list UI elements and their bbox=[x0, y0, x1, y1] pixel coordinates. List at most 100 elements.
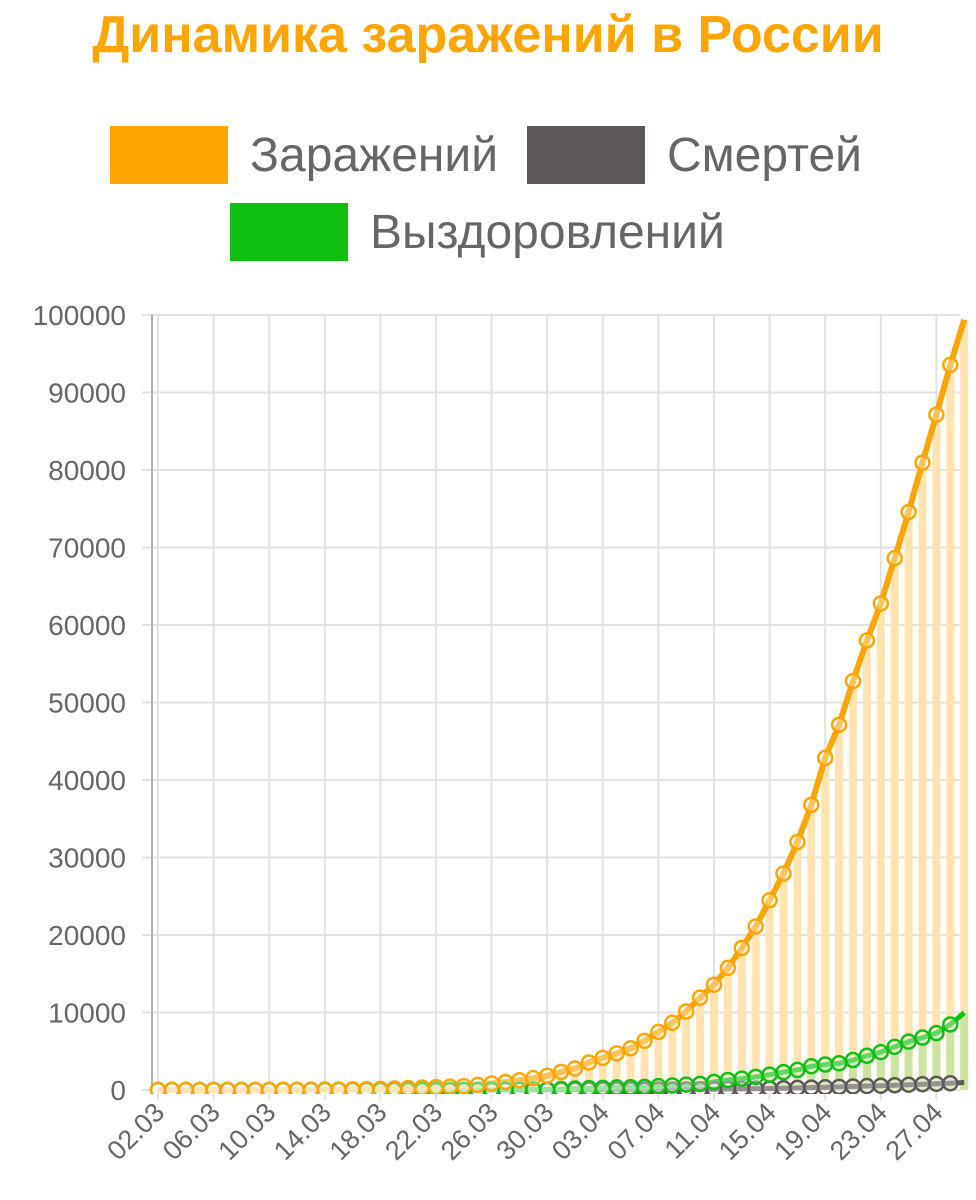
infected-area-bar bbox=[501, 1081, 510, 1090]
recovered-point bbox=[691, 1075, 709, 1093]
deaths-point bbox=[816, 1078, 834, 1094]
deaths-point bbox=[872, 1077, 890, 1094]
infected-area-bar bbox=[932, 414, 941, 1091]
y-tick-label: 0 bbox=[110, 1075, 126, 1106]
y-tick-label: 50000 bbox=[48, 688, 126, 719]
infected-area-bar bbox=[668, 1022, 677, 1090]
infected-point bbox=[844, 672, 862, 690]
infected-point bbox=[288, 1081, 306, 1094]
infected-area-bar bbox=[862, 640, 871, 1090]
recovered-point bbox=[705, 1073, 723, 1091]
recovered-point bbox=[733, 1070, 751, 1087]
infected-area-bar bbox=[584, 1062, 593, 1090]
infected-area-bar bbox=[960, 319, 969, 1091]
infected-area-bar bbox=[626, 1048, 635, 1090]
legend-item-infected[interactable]: Заражений bbox=[110, 120, 498, 190]
recovered-area-bar bbox=[821, 1064, 830, 1090]
y-tick-label: 20000 bbox=[48, 920, 126, 951]
deaths-point bbox=[830, 1078, 848, 1094]
recovered-area-bar bbox=[737, 1078, 746, 1090]
infected-point bbox=[775, 865, 792, 882]
legend-item-recovered[interactable]: Выздоровлений bbox=[230, 197, 725, 267]
infected-point bbox=[664, 1014, 681, 1032]
infected-area-bar bbox=[723, 967, 732, 1090]
infected-area-bar bbox=[890, 558, 899, 1090]
infected-area-bar bbox=[946, 364, 955, 1090]
infected-area-bar bbox=[682, 1011, 691, 1090]
infected-point bbox=[441, 1078, 459, 1094]
infected-point bbox=[247, 1081, 264, 1094]
recovered-point bbox=[844, 1051, 862, 1069]
deaths-point bbox=[789, 1079, 806, 1094]
legend-label-recovered: Выздоровлений bbox=[370, 205, 725, 259]
infected-area-bar bbox=[696, 997, 705, 1090]
infected-point bbox=[566, 1060, 584, 1077]
infected-point bbox=[427, 1078, 445, 1094]
recovered-point bbox=[719, 1071, 737, 1089]
deaths-point bbox=[775, 1079, 792, 1094]
infected-point bbox=[691, 989, 709, 1006]
infected-point bbox=[677, 1003, 695, 1020]
infected-area-bar bbox=[807, 804, 816, 1090]
infected-point bbox=[942, 356, 959, 374]
x-tick-label: 14.03 bbox=[268, 1097, 337, 1166]
x-tick-label: 03.04 bbox=[546, 1097, 615, 1166]
y-tick-label: 70000 bbox=[48, 533, 126, 564]
infected-point bbox=[163, 1081, 181, 1094]
infected-line bbox=[158, 318, 968, 1093]
infected-point bbox=[344, 1081, 361, 1094]
deaths-point bbox=[900, 1076, 917, 1093]
infected-point bbox=[816, 749, 834, 767]
chart-legend: Заражений Смертей Выздоровлений bbox=[0, 120, 976, 280]
infected-point bbox=[636, 1032, 653, 1050]
y-tick-label: 10000 bbox=[48, 998, 126, 1029]
infected-point bbox=[274, 1081, 292, 1094]
recovered-area-bar bbox=[710, 1081, 718, 1090]
recovered-area-bar bbox=[862, 1055, 871, 1090]
infected-point bbox=[761, 891, 778, 909]
recovered-area-bar bbox=[876, 1052, 885, 1090]
recovered-point bbox=[580, 1079, 598, 1094]
chart-title: Динамика заражений в России bbox=[92, 6, 884, 64]
deaths-point bbox=[858, 1077, 876, 1094]
infected-point bbox=[900, 503, 917, 521]
legend-swatch-deaths bbox=[527, 126, 645, 184]
chart-plot: 0 10000 20000 30000 40000 50000 60000 70000 8000… bbox=[33, 300, 969, 1166]
recovered-point bbox=[803, 1058, 820, 1075]
infected-point bbox=[789, 833, 806, 851]
recovered-area-bar bbox=[807, 1066, 816, 1090]
legend-label-deaths: Смертей bbox=[667, 128, 862, 182]
x-tick-label: 15.04 bbox=[713, 1097, 782, 1166]
infected-area-bar bbox=[737, 947, 746, 1090]
y-tick-label: 100000 bbox=[33, 300, 126, 331]
infected-area-bar bbox=[821, 757, 830, 1090]
infected-area-bar bbox=[765, 900, 774, 1090]
infected-area-bar bbox=[876, 603, 885, 1090]
infected-point bbox=[386, 1080, 403, 1094]
deaths-point bbox=[803, 1079, 820, 1094]
infected-area-bar bbox=[612, 1053, 621, 1090]
infected-area-bar bbox=[904, 511, 913, 1090]
legend-row-2: Выздоровлений bbox=[0, 197, 976, 267]
recovered-point bbox=[636, 1078, 653, 1094]
deaths-point bbox=[914, 1075, 931, 1093]
infected-point bbox=[872, 595, 890, 612]
recovered-point bbox=[608, 1079, 625, 1094]
infected-point bbox=[525, 1069, 542, 1087]
infected-point bbox=[191, 1081, 208, 1094]
infected-point bbox=[650, 1023, 667, 1041]
infected-area-bar bbox=[779, 873, 788, 1090]
x-tick-label: 19.04 bbox=[768, 1097, 837, 1166]
recovered-point bbox=[858, 1047, 876, 1064]
recovered-point bbox=[942, 1016, 959, 1033]
x-tick-label: 26.03 bbox=[435, 1097, 504, 1166]
infected-point bbox=[497, 1073, 514, 1091]
infected-point bbox=[719, 959, 737, 977]
infected-point bbox=[233, 1081, 250, 1094]
legend-item-deaths[interactable]: Смертей bbox=[527, 120, 862, 190]
infected-point bbox=[886, 549, 903, 567]
recovered-point bbox=[664, 1077, 681, 1094]
legend-row-1: Заражений Смертей bbox=[0, 120, 976, 190]
infected-area-bar bbox=[793, 841, 802, 1090]
recovered-point bbox=[872, 1043, 890, 1061]
